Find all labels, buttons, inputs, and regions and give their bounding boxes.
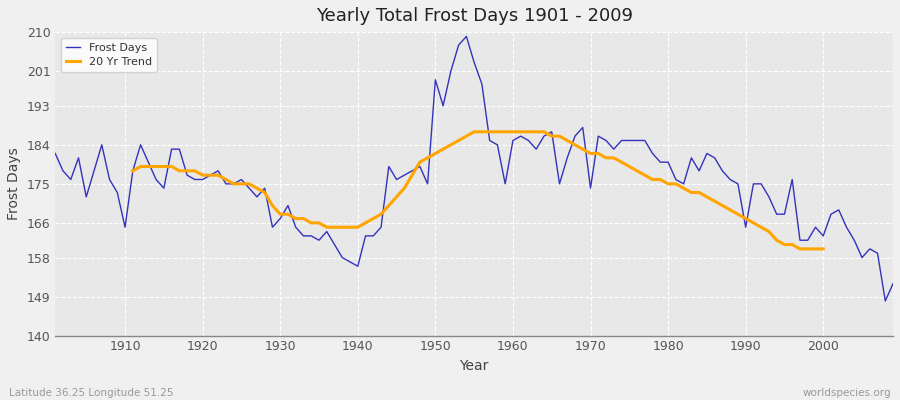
20 Yr Trend [616, 160, 627, 164]
Frost Days [50, 151, 60, 156]
20 Yr Trend [128, 168, 139, 173]
20 Yr Trend [337, 225, 347, 230]
Title: Yearly Total Frost Days 1901 - 2009: Yearly Total Frost Days 1901 - 2009 [316, 7, 633, 25]
Frost Days [461, 34, 472, 39]
Frost Days [516, 134, 526, 138]
Line: Frost Days: Frost Days [55, 36, 893, 301]
20 Yr Trend [469, 130, 480, 134]
20 Yr Trend [802, 246, 813, 251]
Y-axis label: Frost Days: Frost Days [7, 148, 21, 220]
Frost Days [283, 203, 293, 208]
20 Yr Trend [795, 246, 806, 251]
20 Yr Trend [709, 199, 720, 204]
Frost Days [887, 281, 898, 286]
20 Yr Trend [818, 246, 829, 251]
Frost Days [112, 190, 122, 195]
Legend: Frost Days, 20 Yr Trend: Frost Days, 20 Yr Trend [61, 38, 158, 72]
Line: 20 Yr Trend: 20 Yr Trend [133, 132, 824, 249]
20 Yr Trend [724, 208, 735, 212]
Text: worldspecies.org: worldspecies.org [803, 388, 891, 398]
X-axis label: Year: Year [460, 359, 489, 373]
Frost Days [329, 242, 340, 247]
Frost Days [880, 298, 891, 303]
20 Yr Trend [220, 177, 231, 182]
Text: Latitude 36.25 Longitude 51.25: Latitude 36.25 Longitude 51.25 [9, 388, 174, 398]
Frost Days [608, 147, 619, 152]
Frost Days [508, 138, 518, 143]
